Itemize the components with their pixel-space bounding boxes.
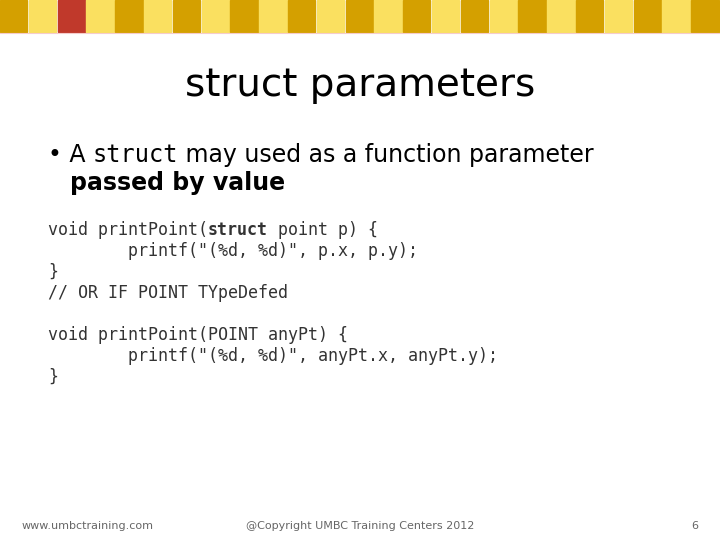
Bar [288, 0, 315, 32]
Bar [29, 0, 56, 32]
Text: may used as a function parameter: may used as a function parameter [179, 143, 594, 167]
Text: struct parameters: struct parameters [185, 66, 535, 104]
Bar [518, 0, 546, 32]
Bar [403, 0, 431, 32]
Bar [58, 0, 85, 32]
Text: struct: struct [208, 221, 268, 239]
Bar [634, 0, 661, 32]
Text: }: } [48, 263, 58, 281]
Text: • A: • A [48, 143, 93, 167]
Bar [144, 0, 171, 32]
Text: passed by value: passed by value [70, 171, 285, 195]
Bar [490, 0, 517, 32]
Text: 6: 6 [691, 521, 698, 531]
Text: // OR IF POINT TYpeDefed: // OR IF POINT TYpeDefed [48, 284, 288, 302]
Text: void printPoint(: void printPoint( [48, 221, 208, 239]
Text: www.umbctraining.com: www.umbctraining.com [22, 521, 154, 531]
Bar [374, 0, 402, 32]
Text: }: } [48, 368, 58, 386]
Bar [0, 0, 27, 32]
Bar [461, 0, 488, 32]
Text: printf("(%d, %d)", anyPt.x, anyPt.y);: printf("(%d, %d)", anyPt.x, anyPt.y); [48, 347, 498, 365]
Bar [259, 0, 287, 32]
Text: printf("(%d, %d)", p.x, p.y);: printf("(%d, %d)", p.x, p.y); [48, 242, 418, 260]
Bar [547, 0, 575, 32]
Bar [230, 0, 258, 32]
Bar [662, 0, 690, 32]
Bar [202, 0, 229, 32]
Bar [173, 0, 200, 32]
Bar [346, 0, 373, 32]
Bar [317, 0, 344, 32]
Text: void printPoint(POINT anyPt) {: void printPoint(POINT anyPt) { [48, 326, 348, 344]
Text: point p) {: point p) { [268, 221, 378, 239]
Bar [691, 0, 719, 32]
Bar [115, 0, 143, 32]
Bar [432, 0, 459, 32]
Bar [605, 0, 632, 32]
Bar [576, 0, 603, 32]
Text: @Copyright UMBC Training Centers 2012: @Copyright UMBC Training Centers 2012 [246, 521, 474, 531]
Bar [86, 0, 114, 32]
Text: struct: struct [93, 143, 179, 167]
